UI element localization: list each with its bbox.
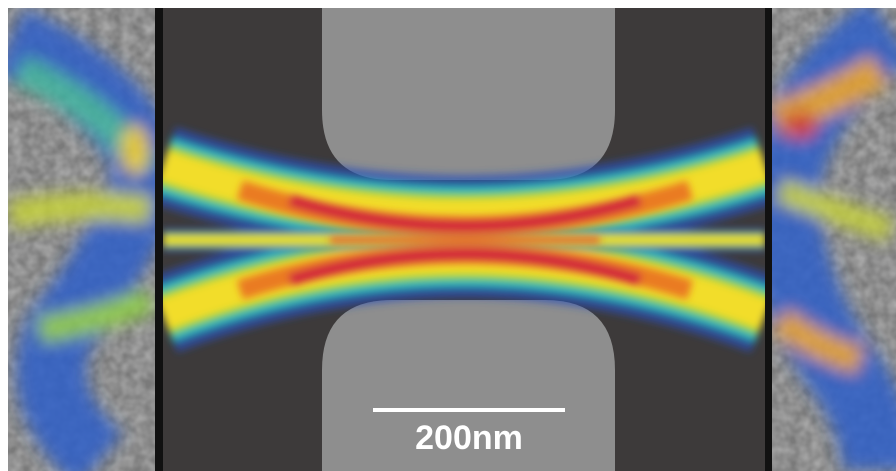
center-panel: 200nm	[163, 8, 765, 471]
right-field-panel	[772, 8, 896, 471]
left-field-panel	[8, 8, 155, 471]
field-bands	[163, 127, 765, 353]
separator	[765, 8, 772, 471]
scale-bar-label: 200nm	[415, 419, 523, 457]
separator	[155, 8, 163, 471]
electrode-top	[322, 8, 615, 180]
electrode-bottom	[322, 300, 615, 471]
